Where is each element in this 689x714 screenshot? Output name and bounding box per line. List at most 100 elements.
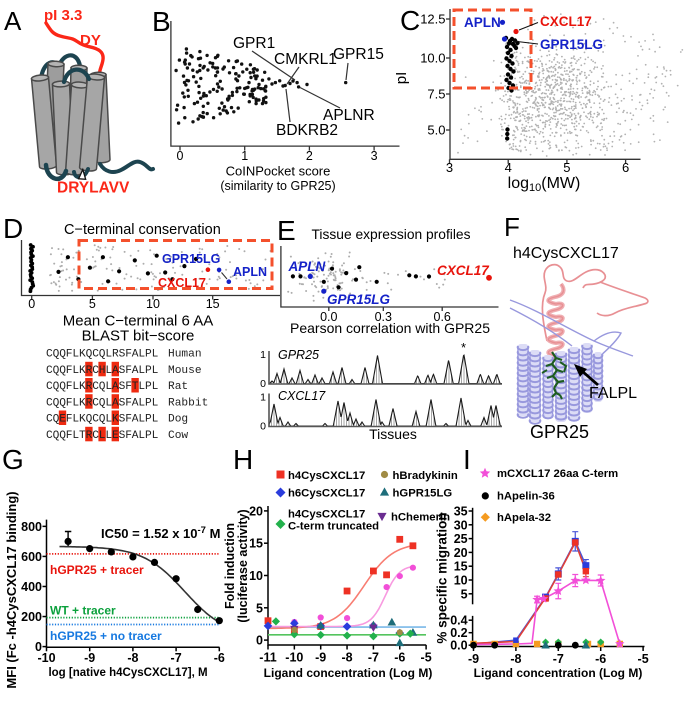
svg-text:0.2: 0.2: [450, 626, 467, 640]
svg-text:E: E: [277, 215, 296, 246]
svg-text:5: 5: [563, 160, 570, 175]
svg-text:1: 1: [241, 149, 248, 163]
svg-text:GPR15LG: GPR15LG: [327, 292, 391, 307]
svg-text:Rat: Rat: [168, 381, 188, 393]
svg-text:F: F: [66, 397, 73, 409]
svg-text:E: E: [112, 430, 119, 442]
svg-text:C: C: [46, 349, 53, 361]
svg-text:K: K: [112, 414, 119, 426]
svg-text:T: T: [79, 430, 86, 442]
svg-text:0: 0: [28, 297, 35, 311]
svg-text:L: L: [105, 365, 112, 377]
svg-text:C: C: [92, 414, 99, 426]
svg-text:A: A: [132, 397, 139, 409]
svg-text:C: C: [46, 365, 53, 377]
svg-text:200: 200: [21, 610, 42, 624]
svg-text:20: 20: [249, 504, 263, 518]
svg-text:S: S: [119, 414, 126, 426]
svg-text:Q: Q: [53, 397, 60, 409]
svg-text:APLN: APLN: [233, 265, 267, 279]
svg-text:BLAST bit−score: BLAST bit−score: [82, 328, 195, 345]
svg-text:P: P: [145, 430, 152, 442]
svg-text:15: 15: [206, 297, 220, 311]
svg-text:20: 20: [454, 546, 468, 560]
svg-text:-7: -7: [368, 651, 379, 665]
svg-text:D: D: [3, 213, 23, 244]
svg-text:L: L: [138, 381, 145, 393]
svg-text:(luciferase activity): (luciferase activity): [236, 509, 250, 622]
svg-text:L: L: [138, 397, 145, 409]
svg-text:R: R: [86, 397, 93, 409]
svg-text:-9: -9: [84, 651, 95, 665]
svg-text:L: L: [138, 414, 145, 426]
svg-text:F: F: [125, 381, 132, 393]
svg-text:Rabbit: Rabbit: [168, 397, 208, 409]
svg-text:GPR15LG: GPR15LG: [540, 37, 603, 52]
svg-text:0: 0: [260, 421, 266, 433]
svg-text:Q: Q: [99, 397, 106, 409]
svg-text:A: A: [4, 6, 22, 36]
svg-text:0.6: 0.6: [434, 310, 451, 324]
svg-text:C: C: [46, 381, 53, 393]
svg-text:*: *: [461, 340, 466, 355]
svg-text:P: P: [145, 349, 152, 361]
svg-text:GPR15LG: GPR15LG: [162, 252, 220, 266]
svg-text:A: A: [132, 430, 139, 442]
svg-text:-10: -10: [285, 651, 303, 665]
svg-text:h4CysCXCL17: h4CysCXCL17: [288, 470, 365, 482]
svg-text:-7: -7: [171, 651, 182, 665]
svg-text:Mouse: Mouse: [168, 365, 202, 377]
svg-text:L: L: [105, 349, 112, 361]
svg-text:CXCL17: CXCL17: [437, 263, 490, 278]
svg-text:S: S: [119, 397, 126, 409]
svg-text:-7: -7: [553, 652, 564, 666]
svg-text:K: K: [79, 365, 86, 377]
svg-text:h4CysCXCL17: h4CysCXCL17: [288, 509, 365, 521]
svg-text:S: S: [119, 349, 126, 361]
svg-text:2: 2: [306, 149, 313, 163]
svg-text:L: L: [105, 430, 112, 442]
svg-text:% specific migration: % specific migration: [435, 512, 450, 643]
svg-text:C: C: [92, 381, 99, 393]
svg-text:400: 400: [21, 580, 42, 594]
svg-text:A: A: [112, 381, 119, 393]
svg-text:5: 5: [89, 297, 96, 311]
svg-text:Q: Q: [53, 430, 60, 442]
svg-text:35: 35: [454, 505, 468, 519]
svg-text:600: 600: [21, 550, 42, 564]
svg-text:K: K: [79, 381, 86, 393]
svg-text:Cow: Cow: [168, 430, 188, 442]
svg-text:4: 4: [505, 160, 512, 175]
svg-text:F: F: [66, 414, 73, 426]
svg-text:0: 0: [260, 378, 266, 390]
svg-text:Q: Q: [53, 349, 60, 361]
svg-text:F: F: [125, 414, 132, 426]
svg-text:L: L: [72, 365, 79, 377]
svg-text:mCXCL17 26aa C-term: mCXCL17 26aa C-term: [497, 468, 618, 480]
svg-text:CXCL17: CXCL17: [278, 389, 326, 403]
svg-text:CXCL17: CXCL17: [540, 14, 592, 29]
svg-text:Q: Q: [86, 349, 93, 361]
svg-text:K: K: [79, 397, 86, 409]
svg-text:L: L: [152, 365, 159, 377]
svg-text:C−terminal conservation: C−terminal conservation: [64, 222, 221, 238]
svg-text:C: C: [46, 430, 53, 442]
svg-text:0: 0: [177, 149, 184, 163]
svg-text:L: L: [99, 430, 106, 442]
svg-text:Tissue expression profiles: Tissue expression profiles: [312, 227, 471, 242]
svg-text:-8: -8: [341, 651, 352, 665]
svg-text:hApelin-36: hApelin-36: [497, 491, 555, 503]
svg-text:0.3: 0.3: [375, 310, 392, 324]
svg-text:L: L: [152, 397, 159, 409]
svg-text:IC50 = 1.52 x 10-7 M: IC50 = 1.52 x 10-7 M: [101, 525, 220, 541]
svg-text:A: A: [112, 397, 119, 409]
svg-text:F: F: [504, 212, 520, 242]
svg-text:5: 5: [461, 587, 468, 601]
svg-text:6: 6: [622, 160, 629, 175]
svg-text:L: L: [105, 414, 112, 426]
svg-text:WT + tracer: WT + tracer: [50, 604, 116, 618]
svg-text:L: L: [105, 381, 112, 393]
svg-text:0.0: 0.0: [320, 310, 337, 324]
svg-text:R: R: [86, 430, 93, 442]
svg-text:Tissues: Tissues: [369, 426, 417, 442]
